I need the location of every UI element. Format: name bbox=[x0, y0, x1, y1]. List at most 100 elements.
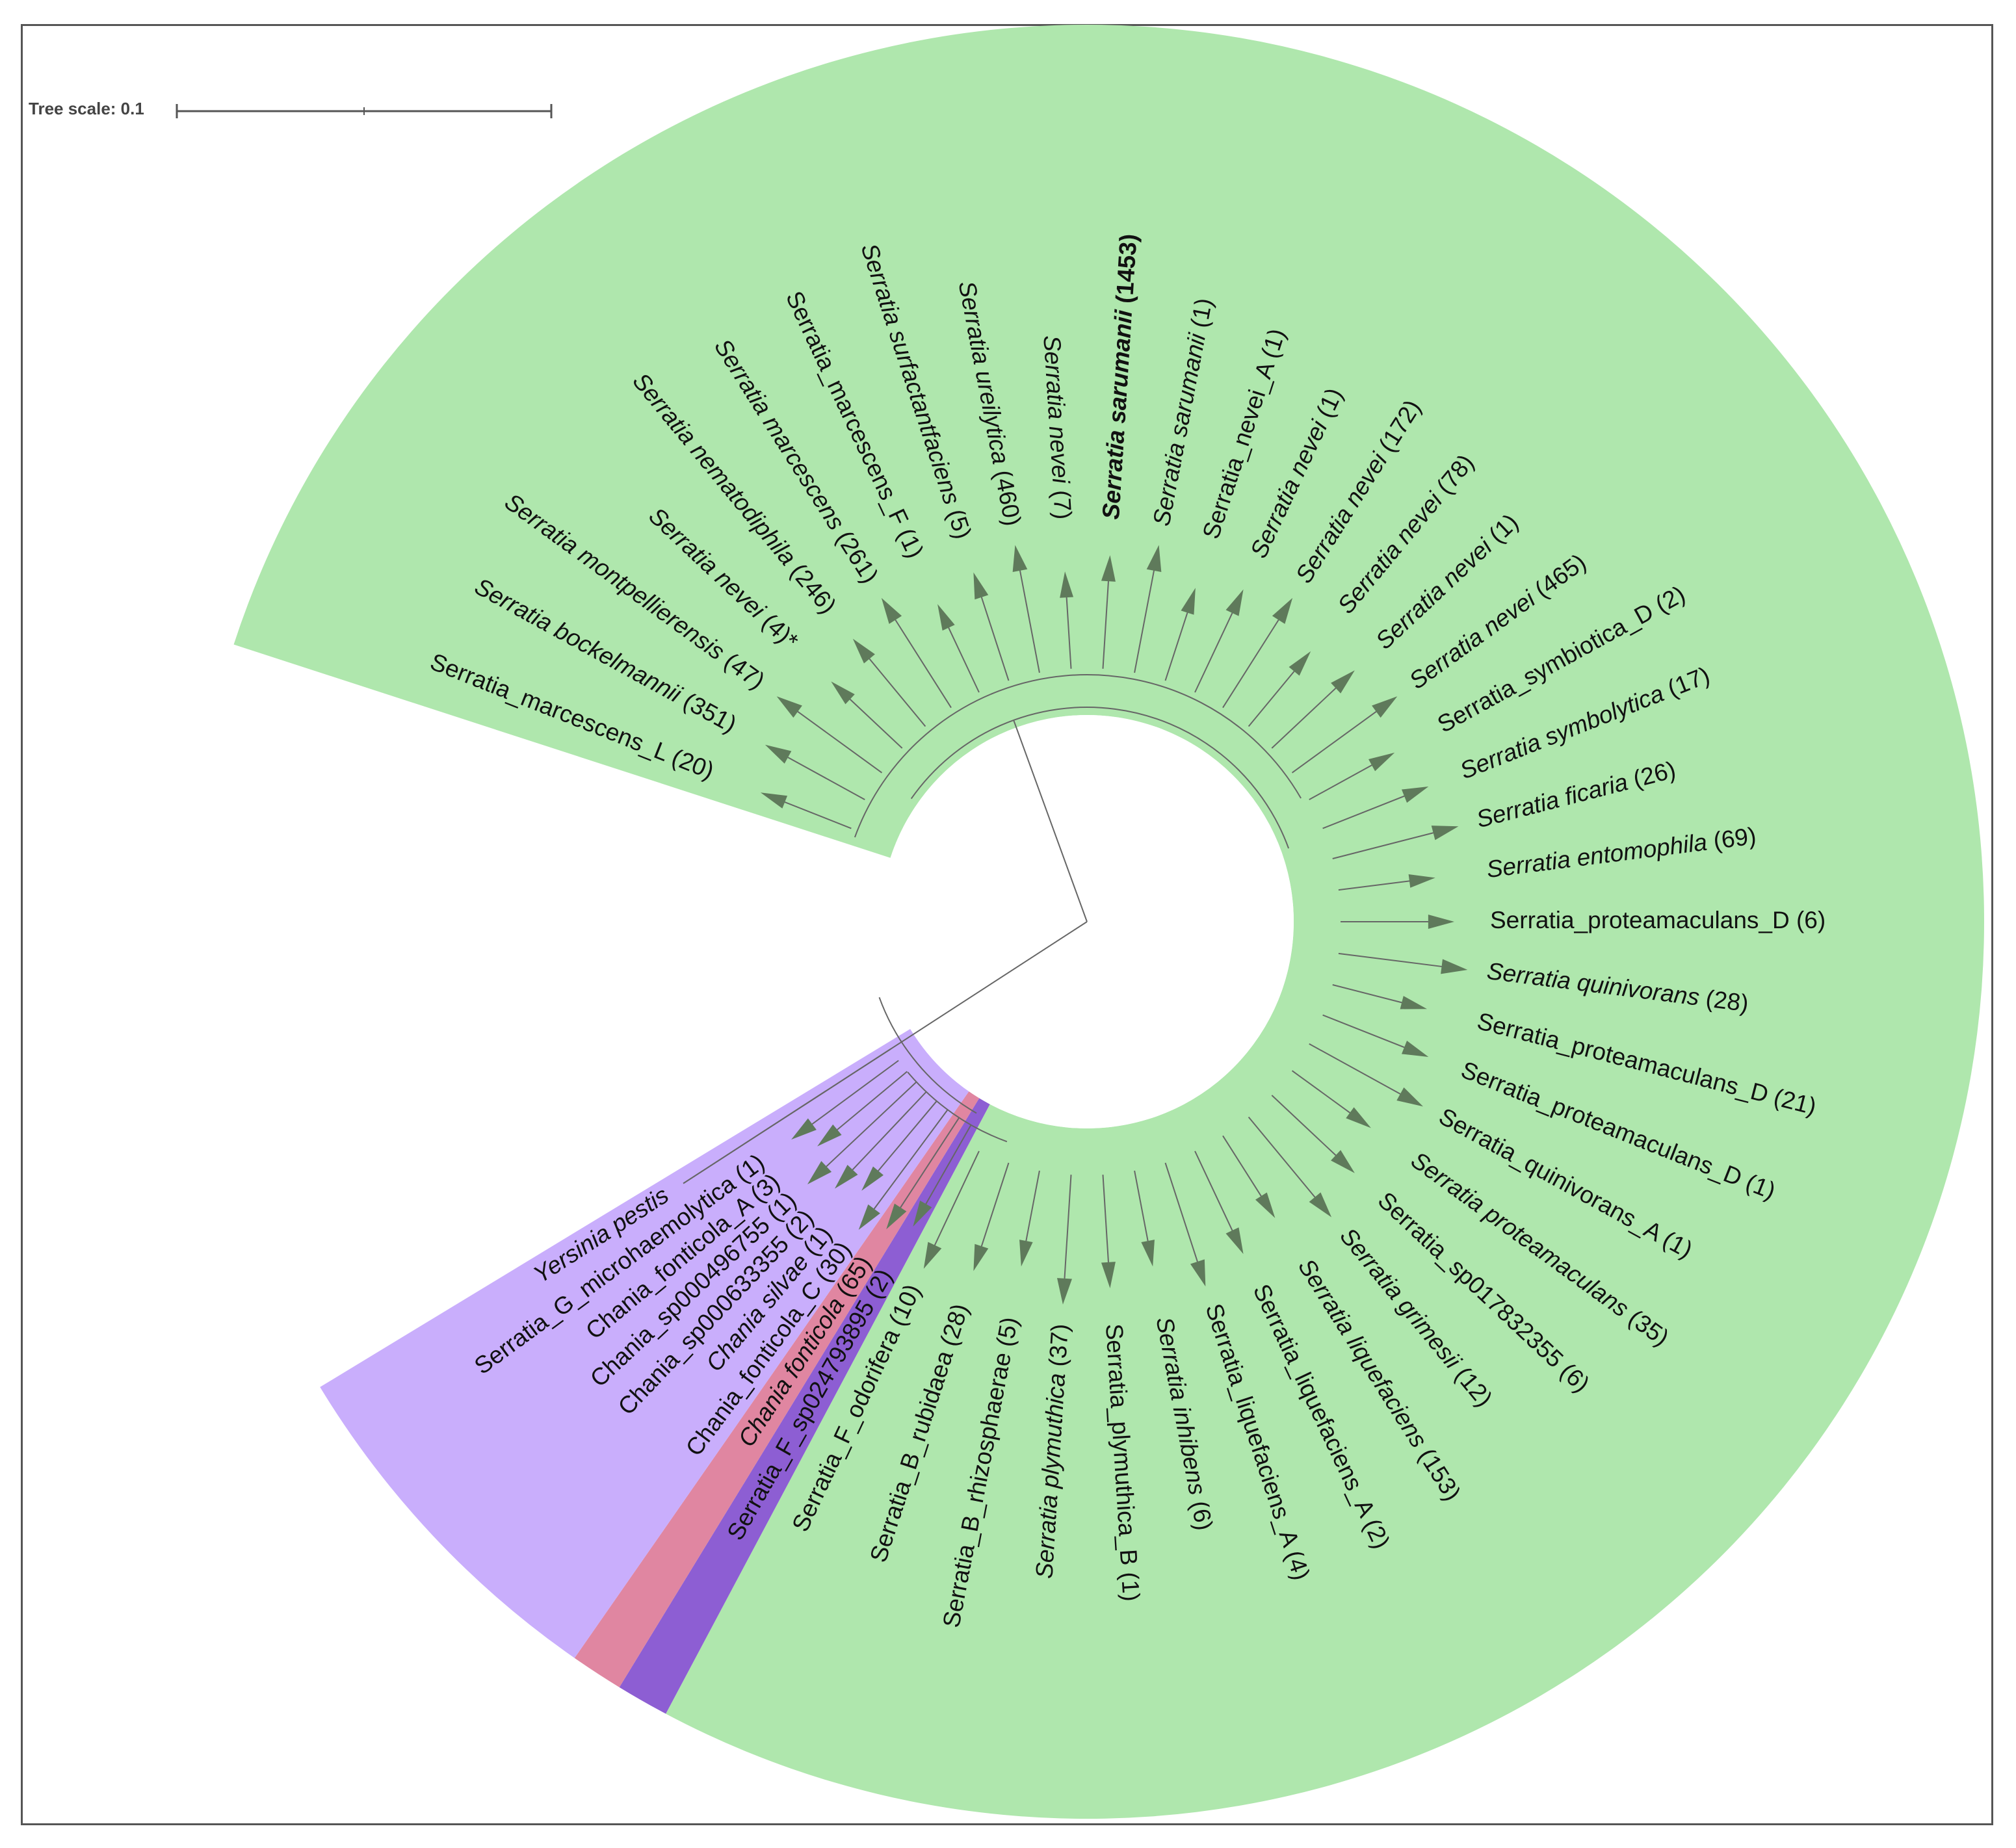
branch-ingroup bbox=[1013, 720, 1088, 922]
leaf-name: Serratia_proteamaculans_D bbox=[1490, 907, 1790, 933]
terminal-branch bbox=[787, 757, 865, 800]
branch-arc-root bbox=[910, 707, 1290, 849]
terminal-branch bbox=[1291, 710, 1377, 774]
terminal-branch bbox=[683, 1048, 891, 1184]
collapsed-clade-wedge bbox=[1428, 915, 1454, 929]
terminal-branch bbox=[1332, 984, 1402, 1004]
tree-scale-bar bbox=[176, 104, 553, 118]
collapsed-clade-wedge bbox=[1181, 588, 1196, 615]
terminal-branch bbox=[1291, 1070, 1351, 1113]
leaf-count: (69) bbox=[1705, 822, 1758, 855]
terminal-branch bbox=[869, 658, 926, 727]
collapsed-clade-wedge bbox=[1396, 1087, 1424, 1107]
clade-sector-yersinia bbox=[619, 1098, 990, 1714]
terminal-branch bbox=[1322, 1014, 1405, 1048]
terminal-branch bbox=[784, 801, 852, 829]
terminal-branch bbox=[826, 1081, 917, 1167]
terminal-branch bbox=[811, 1060, 899, 1125]
terminal-branch bbox=[895, 619, 952, 709]
collapsed-clade-wedge bbox=[1368, 752, 1395, 772]
terminal-branch bbox=[873, 1109, 949, 1210]
branch-arc-serratia bbox=[854, 674, 1302, 838]
terminal-branch bbox=[1338, 880, 1410, 891]
collapsed-clade-wedge bbox=[831, 681, 855, 705]
terminal-branch bbox=[1309, 764, 1372, 800]
terminal-branch bbox=[948, 627, 980, 693]
collapsed-clade-wedge bbox=[1190, 1259, 1206, 1287]
leaf-count: (7) bbox=[1048, 482, 1077, 520]
leaf-count: (6) bbox=[1185, 1492, 1218, 1532]
collapsed-clade-wedge bbox=[973, 572, 989, 600]
leaf-count: (1) bbox=[1185, 296, 1218, 336]
collapsed-clade-wedge bbox=[858, 1204, 880, 1230]
collapsed-clade-wedge bbox=[760, 792, 788, 809]
terminal-branch bbox=[1019, 570, 1040, 673]
terminal-branch bbox=[1309, 1043, 1401, 1095]
terminal-branch bbox=[1064, 1175, 1072, 1279]
collapsed-clade-wedge bbox=[881, 597, 902, 624]
collapsed-clade-wedge bbox=[1289, 651, 1311, 676]
terminal-branch bbox=[1322, 795, 1405, 829]
collapsed-clade-wedge bbox=[776, 696, 802, 718]
collapsed-clade-wedge bbox=[937, 604, 955, 631]
terminal-branch bbox=[1102, 1175, 1109, 1263]
terminal-branch bbox=[1332, 832, 1433, 859]
terminal-branch bbox=[1134, 1170, 1149, 1242]
terminal-branch bbox=[1164, 612, 1188, 681]
terminal-branch bbox=[852, 1091, 927, 1171]
leaf-count: (6) bbox=[1790, 907, 1826, 933]
leaf-count: (1453) bbox=[1110, 233, 1142, 311]
collapsed-clade-wedge bbox=[1408, 874, 1435, 888]
terminal-branch bbox=[878, 1100, 937, 1171]
terminal-branch bbox=[1134, 570, 1155, 673]
leaf-count: (28) bbox=[1697, 984, 1750, 1017]
collapsed-clade-wedge bbox=[1331, 1150, 1355, 1173]
collapsed-clade-wedge bbox=[886, 1203, 907, 1230]
collapsed-clade-wedge bbox=[1400, 996, 1428, 1009]
terminal-branch bbox=[1248, 1116, 1316, 1198]
collapsed-clade-wedge bbox=[1019, 1240, 1033, 1267]
terminal-branch bbox=[837, 1071, 908, 1130]
clade-sector-chania bbox=[320, 1028, 969, 1658]
collapsed-clade-wedge bbox=[973, 1243, 989, 1271]
collapsed-clade-wedge bbox=[1431, 826, 1459, 840]
terminal-branch bbox=[1194, 612, 1233, 693]
collapsed-clade-wedge bbox=[834, 1164, 858, 1189]
terminal-branch bbox=[1222, 1135, 1262, 1197]
leaf-count: (5) bbox=[990, 1315, 1023, 1355]
clade-sector-serratia-g bbox=[574, 1091, 980, 1687]
collapsed-clade-wedge bbox=[1225, 1227, 1244, 1255]
collapsed-clade-wedge bbox=[1272, 597, 1293, 624]
collapsed-clade-wedge bbox=[861, 1166, 884, 1191]
terminal-branch bbox=[1338, 952, 1442, 967]
terminal-branch bbox=[1194, 1151, 1233, 1231]
leaf-count: (1) bbox=[1116, 1565, 1145, 1602]
collapsed-clade-wedge bbox=[913, 1200, 932, 1227]
collapsed-clade-wedge bbox=[765, 744, 792, 764]
terminal-branch bbox=[934, 1151, 980, 1246]
terminal-branch bbox=[925, 1125, 972, 1204]
terminal-branch bbox=[980, 1162, 1010, 1247]
terminal-branch bbox=[1025, 1170, 1040, 1242]
branch-arc-serratia-bf bbox=[907, 1071, 1008, 1143]
figure-border bbox=[21, 24, 1993, 1825]
tree-scale-label: Tree scale: 0.1 bbox=[29, 99, 144, 118]
leaf-count: (37) bbox=[1043, 1323, 1073, 1374]
collapsed-clade-wedge bbox=[1255, 1192, 1276, 1218]
collapsed-clade-wedge bbox=[1441, 959, 1468, 974]
terminal-branch bbox=[1271, 1095, 1337, 1156]
collapsed-clade-wedge bbox=[1060, 571, 1074, 598]
collapsed-clade-wedge bbox=[1331, 670, 1355, 694]
branch-arc-chania bbox=[878, 996, 977, 1114]
collapsed-clade-wedge bbox=[1346, 1107, 1371, 1128]
leaf-label: Serratia_proteamaculans_D (6) bbox=[1490, 907, 1826, 933]
clade-sector-serratia-main bbox=[233, 25, 1984, 1819]
terminal-branch bbox=[1164, 1162, 1198, 1262]
collapsed-clade-wedge bbox=[817, 1124, 842, 1147]
collapsed-clade-wedge bbox=[1225, 589, 1244, 616]
terminal-branch bbox=[1102, 580, 1109, 669]
terminal-branch bbox=[1222, 619, 1279, 709]
collapsed-clade-wedge bbox=[791, 1118, 817, 1140]
